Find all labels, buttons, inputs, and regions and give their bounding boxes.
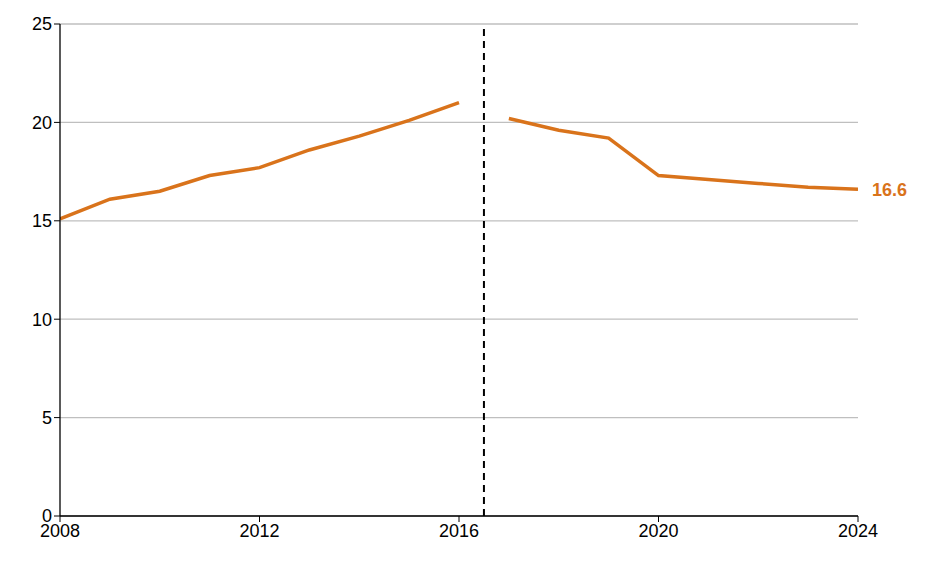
svg-text:2020: 2020 <box>638 521 678 541</box>
svg-text:16.6: 16.6 <box>872 180 907 200</box>
svg-text:2012: 2012 <box>239 521 279 541</box>
svg-text:0: 0 <box>42 506 52 526</box>
svg-text:15: 15 <box>32 211 52 231</box>
svg-text:2024: 2024 <box>838 521 878 541</box>
svg-text:2016: 2016 <box>439 521 479 541</box>
svg-text:20: 20 <box>32 113 52 133</box>
svg-text:25: 25 <box>32 14 52 34</box>
svg-text:5: 5 <box>42 408 52 428</box>
svg-text:2008: 2008 <box>40 520 80 541</box>
svg-text:10: 10 <box>32 310 52 330</box>
